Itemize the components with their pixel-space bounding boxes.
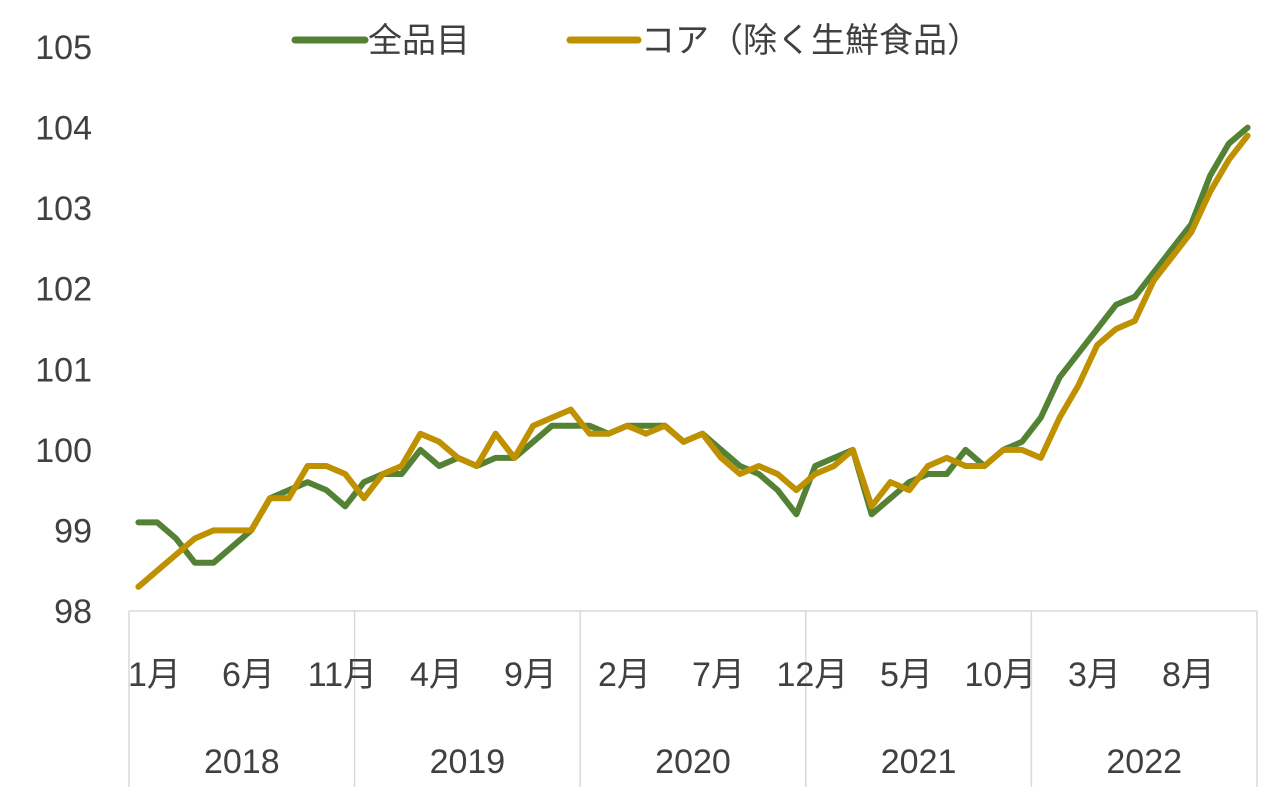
y-tick-label: 105 <box>35 29 92 67</box>
x-tick-label: 3月 <box>1068 656 1121 694</box>
y-tick-label: 99 <box>54 512 92 550</box>
x-tick-label: 4月 <box>410 656 463 694</box>
year-label: 2020 <box>655 743 731 781</box>
year-label: 2018 <box>204 743 280 781</box>
y-tick-label: 98 <box>54 593 92 631</box>
x-tick-label: 2月 <box>598 656 651 694</box>
y-tick-label: 104 <box>35 110 92 148</box>
x-axis: 1月 6月 11月 4月 9月 2月 7月 12月 5月 10月 3月 8月 2018 2019 2020 2… <box>128 610 1258 787</box>
y-tick-label: 102 <box>35 271 92 309</box>
x-tick-label: 11月 <box>308 656 377 694</box>
year-label: 2019 <box>430 743 506 781</box>
series-line-core <box>135 132 1251 590</box>
x-tick-label: 7月 <box>692 656 745 694</box>
x-tick-label: 1月 <box>128 656 181 694</box>
y-tick-label: 101 <box>35 351 92 389</box>
legend-label-all-items: 全品目 <box>368 21 470 61</box>
year-label: 2022 <box>1106 743 1182 781</box>
year-label: 2021 <box>881 743 957 781</box>
y-axis: 98 99 100 101 102 103 104 105 <box>35 29 92 631</box>
x-tick-label: 12月 <box>776 656 848 694</box>
x-tick-label: 5月 <box>880 656 933 694</box>
x-tick-label: 9月 <box>504 656 557 694</box>
x-tick-label: 6月 <box>222 656 275 694</box>
y-tick-label: 103 <box>35 190 92 228</box>
plot-area <box>135 124 1251 590</box>
x-tick-label: 10月 <box>964 656 1036 694</box>
legend: 全品目 コア（除く生鮮食品） <box>291 21 981 61</box>
legend-label-core: コア（除く生鮮食品） <box>641 21 981 61</box>
x-tick-label: 8月 <box>1162 656 1215 694</box>
series-line-all-items <box>135 124 1251 566</box>
y-tick-label: 100 <box>35 432 92 470</box>
